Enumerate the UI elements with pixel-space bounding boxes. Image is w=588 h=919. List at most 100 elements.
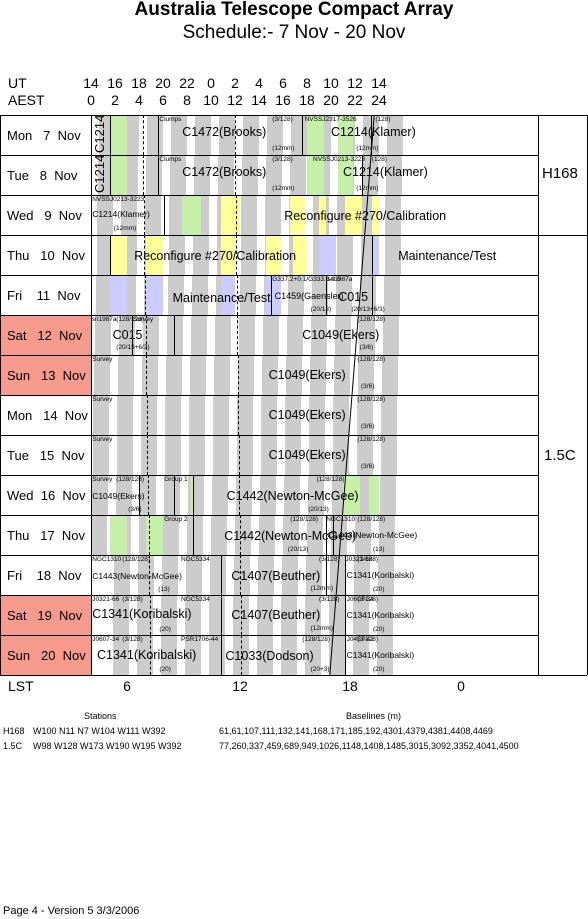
grid-line xyxy=(220,555,222,595)
lst-stripe xyxy=(194,155,211,195)
band-label: (20+3) xyxy=(310,666,330,673)
lst-stripe xyxy=(243,115,259,155)
lst-stripe xyxy=(240,235,257,275)
lst-stripe xyxy=(188,435,205,475)
ut-tick-label: 12 xyxy=(347,75,363,91)
slot-fill xyxy=(182,195,202,235)
lst-stripe xyxy=(281,595,298,635)
lst-stripe xyxy=(336,235,353,275)
dashed-guide xyxy=(144,235,146,275)
grid-line xyxy=(0,355,538,356)
dashed-guide xyxy=(239,475,241,515)
source-label: G337.2+0.1/G333.3-0.0 xyxy=(272,276,341,283)
c15-stations: W98 W128 W173 W190 W195 W392 xyxy=(33,741,182,751)
slot-fill xyxy=(110,235,127,275)
grid-line xyxy=(333,515,335,555)
lst-stripe xyxy=(91,475,108,515)
project-label: C1341(Koribalski) xyxy=(346,610,415,620)
lst-stripe xyxy=(287,275,304,315)
project-label: C1341(Koribalski) xyxy=(92,607,192,621)
band-label: (12mm) xyxy=(272,185,295,192)
c15-name: 1.5C xyxy=(3,741,23,751)
band-label: (128/128) xyxy=(357,316,386,323)
grid-line xyxy=(345,595,347,635)
grid-line xyxy=(164,195,166,235)
project-label: C1049(Ekers) xyxy=(268,368,346,382)
lst-stripe xyxy=(381,395,398,435)
lst-stripe xyxy=(259,515,276,555)
dashed-guide xyxy=(150,635,152,675)
day-label: Sun 13 Nov xyxy=(7,368,86,383)
lst-stripe xyxy=(328,635,345,675)
source-label: NGC5334 xyxy=(181,556,210,563)
project-label: C1214(Klamer) xyxy=(92,209,150,219)
config-label: 1.5C xyxy=(544,447,576,464)
source-label: PSR1706-44 xyxy=(181,636,219,643)
dashed-guide xyxy=(145,315,147,355)
lst-stripe xyxy=(187,515,204,555)
lst-stripe xyxy=(190,355,207,395)
grid-line xyxy=(0,315,538,316)
ut-tick-label: 16 xyxy=(107,75,123,91)
lst-stripe xyxy=(383,315,400,355)
lst-stripe xyxy=(168,235,185,275)
source-label: J0321-66 xyxy=(92,596,120,603)
page-subtitle: Schedule:- 7 Nov - 20 Nov xyxy=(182,22,406,43)
aest-tick-label: 14 xyxy=(251,92,267,108)
source-label: NVSSJ0213-3223 xyxy=(313,156,366,163)
grid-line xyxy=(173,475,175,515)
lst-stripe xyxy=(280,635,297,675)
grid-line xyxy=(0,435,538,436)
lst-stripe xyxy=(139,475,156,515)
grid-line xyxy=(0,515,538,516)
lst-stripe xyxy=(382,355,399,395)
slot-fill xyxy=(307,155,324,195)
slot-fill xyxy=(266,235,281,275)
day-label: Mon 7 Nov xyxy=(7,128,81,143)
lst-stripe xyxy=(311,315,328,355)
project-label: C1049(Ekers) xyxy=(302,328,380,342)
lst-stripe xyxy=(239,275,256,315)
ut-tick-label: 4 xyxy=(255,75,263,91)
band-label: (20/13+6/3) xyxy=(351,306,385,313)
lst-stripe xyxy=(234,555,251,595)
band-label: (20/13) xyxy=(310,306,332,313)
slot-fill xyxy=(290,195,305,235)
band-label: (128/128) xyxy=(116,316,145,323)
lst-stripe xyxy=(112,635,129,675)
aest-tick-label: 18 xyxy=(299,92,315,108)
slot-fill xyxy=(220,195,240,235)
grid-line xyxy=(538,235,587,236)
lst-stripe xyxy=(261,395,278,435)
grid-line xyxy=(371,235,373,275)
dashed-guide xyxy=(238,395,240,435)
band-label: (20/13) xyxy=(287,546,309,553)
grid-line xyxy=(326,275,328,315)
lst-tick-label: 6 xyxy=(123,678,131,694)
lst-label: LST xyxy=(8,678,34,694)
grid-line xyxy=(0,475,538,476)
aest-tick-label: 6 xyxy=(159,92,167,108)
band-label: (3/128) xyxy=(272,116,293,123)
lst-stripe xyxy=(141,395,158,435)
lst-stripe xyxy=(258,555,275,595)
source-label: Survey xyxy=(92,436,113,443)
lst-stripe xyxy=(214,355,231,395)
grid-line xyxy=(110,235,112,275)
lst-stripe xyxy=(307,515,324,555)
dashed-guide xyxy=(240,595,242,635)
lst-stripe xyxy=(283,515,300,555)
source-label: J0607-34 xyxy=(92,636,120,643)
ut-tick-label: 6 xyxy=(279,75,287,91)
lst-stripe xyxy=(113,595,130,635)
lst-stripe xyxy=(308,435,325,475)
project-label: C1443(Newton-McGee) xyxy=(327,530,418,540)
lst-stripe xyxy=(307,475,324,515)
lst-stripe xyxy=(118,355,135,395)
project-label: C1407(Beuther) xyxy=(231,569,321,583)
band-label: (12mm) xyxy=(272,145,295,152)
source-label: Survey xyxy=(133,316,154,323)
vertical-project-label: C1214 xyxy=(91,114,107,153)
source-label: NGC1310 xyxy=(92,556,122,563)
project-label: C1407(Beuther) xyxy=(231,608,321,622)
